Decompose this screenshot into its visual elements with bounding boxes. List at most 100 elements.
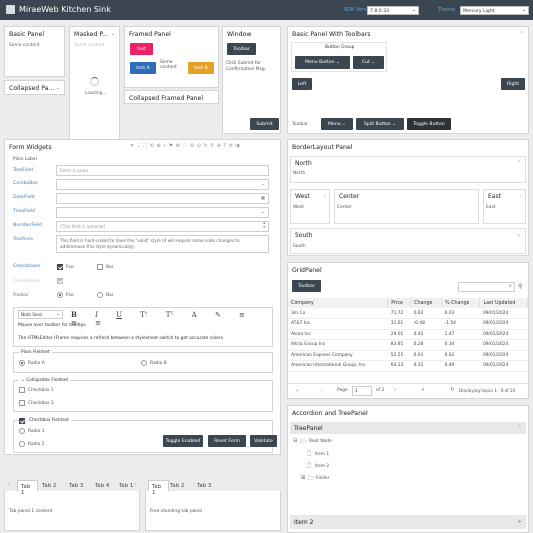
grid-toolbar-button[interactable]: Toolbar	[292, 280, 321, 292]
spinner-icon[interactable]: ▴ ▾	[263, 221, 265, 229]
pager-nav-next-icons[interactable]: › » ↻	[394, 387, 467, 393]
toggle-button[interactable]: Toggle Button	[407, 118, 451, 130]
tab-4[interactable]: Tab 4	[95, 483, 110, 489]
chevron-down-icon[interactable]: ⌄	[55, 85, 60, 91]
collapsed-framed-panel[interactable]: Collapsed Framed Panel	[124, 90, 219, 104]
font-size-down-icon[interactable]: Tᵀ	[165, 311, 174, 319]
chevron-up-icon[interactable]: ⌃	[517, 425, 522, 431]
bold-icon[interactable]: B	[71, 310, 77, 319]
chevron-right-icon[interactable]: ›	[134, 482, 136, 488]
collapsed-panel[interactable]: Collapsed Pa... ⌄	[4, 80, 65, 95]
font-color-icon[interactable]: A	[191, 311, 197, 319]
font-size-up-icon[interactable]: Tꜛ	[140, 311, 148, 319]
chevron-up-icon[interactable]: ⌃	[519, 31, 524, 37]
table-row[interactable]: American International Group, Inc. 64.13 0…	[288, 360, 528, 372]
grid-search-input[interactable]: ✕	[458, 282, 515, 292]
tree-root-label[interactable]: Root Node	[309, 439, 332, 444]
chevron-down-icon[interactable]: ⌄	[261, 181, 265, 186]
combobox-input[interactable]: ⌄	[56, 179, 269, 190]
left-button[interactable]: Left	[292, 78, 312, 90]
grid-column-header[interactable]: Company	[288, 298, 389, 308]
textfield-input[interactable]: Enter a value	[56, 165, 269, 176]
tab-1[interactable]: Tab 1	[17, 480, 38, 496]
checkbox-2[interactable]	[19, 400, 25, 406]
plus-icon[interactable]: +	[517, 519, 522, 525]
table-row[interactable]: AT&T Inc. 31.61 -0.48 -1.54 09/01/2024	[288, 318, 528, 330]
checkbox-1[interactable]	[19, 387, 25, 393]
tab-5[interactable]: Tab 1	[119, 483, 134, 489]
sdk-version-select[interactable]: 7.8.0.33 ⌄	[367, 6, 419, 15]
align-right-icon[interactable]: ≡	[95, 319, 101, 327]
textarea-input[interactable]: This field is hard-coded to have the "va…	[56, 235, 269, 253]
align-left-icon[interactable]: ≡	[239, 311, 245, 319]
window-toolbar-button[interactable]: Toolbar	[227, 43, 256, 55]
italic-icon[interactable]: I	[95, 311, 98, 319]
table-row[interactable]: Alcoa Inc 29.01 0.42 1.47 09/01/2024	[288, 329, 528, 340]
grid-column-header[interactable]: Price	[387, 298, 412, 308]
checkbox-foo[interactable]	[57, 264, 63, 270]
numberfield-input[interactable]: (This field is optional) ▴ ▾	[56, 221, 269, 232]
test-button[interactable]: test	[130, 43, 153, 55]
menu-button[interactable]: Menu Button ⌄	[295, 56, 350, 69]
test-b-button[interactable]: test B	[188, 62, 214, 74]
theme-select[interactable]: Mercury Light ⌄	[460, 6, 529, 15]
tree-item2-label[interactable]: Item 2	[315, 464, 330, 469]
collapse-icon[interactable]: ⊟	[293, 438, 298, 444]
table-row[interactable]: Altria Group Inc 83.81 0.28 0.34 09/01/2024	[288, 339, 528, 351]
reset-form-button[interactable]: Reset Form	[208, 435, 246, 447]
close-icon[interactable]: ✕	[508, 283, 512, 288]
item2-header[interactable]: Item 2 +	[290, 515, 526, 529]
datefield-input[interactable]: ▦	[56, 193, 269, 204]
expand-icon[interactable]: ⊞	[301, 475, 306, 481]
highlight-icon[interactable]: ✎	[214, 311, 221, 319]
tree-panel-header[interactable]: TreePanel ⌃	[290, 422, 526, 434]
radio-bar[interactable]	[97, 292, 103, 298]
editor-toolbar[interactable]: B I U Tꜛ Tᵀ A ✎ ≡ ≡ ≡	[71, 310, 272, 327]
checkbox-fieldset-toggle[interactable]	[19, 418, 25, 424]
pager-page-input[interactable]: 1	[352, 386, 372, 396]
pager-nav-prev-icons[interactable]: « ‹	[296, 388, 333, 394]
grid-column-header[interactable]: Change	[410, 298, 443, 308]
font-family-select[interactable]: Noto Sans ⌄	[18, 310, 63, 319]
html-editor[interactable]: Noto Sans ⌄ B I U Tꜛ Tᵀ A ✎ ≡ ≡ ≡ Mouse o…	[13, 307, 273, 347]
table-row[interactable]: American Express Company 52.55 0.01 0.02 09/…	[288, 350, 528, 361]
tab-1[interactable]: Tab 1	[148, 480, 169, 496]
checkbox-bar[interactable]	[97, 264, 103, 270]
radio-foo[interactable]	[57, 292, 63, 298]
radio-2[interactable]	[19, 441, 25, 447]
chevron-left-icon[interactable]: ‹	[324, 193, 326, 199]
radio-1[interactable]	[19, 428, 25, 434]
right-button[interactable]: Right	[501, 78, 525, 90]
cut-button[interactable]: Cut ⌄	[353, 56, 384, 69]
grid-column-header[interactable]: Last Updated	[479, 298, 528, 308]
timefield-input[interactable]: ⌄	[56, 207, 269, 218]
grid-column-header[interactable]: % Change	[441, 298, 481, 308]
chevron-down-icon[interactable]: ⌄	[110, 31, 115, 37]
validate-button[interactable]: Validate	[250, 435, 277, 447]
align-center-icon[interactable]: ≡	[71, 319, 77, 327]
menu-dropdown-button[interactable]: Menu ⌄	[321, 118, 353, 130]
underline-icon[interactable]: U	[116, 311, 123, 319]
panel-tool-icons[interactable]: ✕⌄⛶⟲⊕⌕⚑⚙♡⊖⊙↻⚲⊘?⟳◑	[130, 143, 243, 149]
tab-3[interactable]: Tab 3	[197, 483, 212, 489]
search-icon[interactable]: ⚲	[518, 283, 523, 290]
chevron-down-icon[interactable]: ⌄	[516, 232, 521, 238]
table-row[interactable]: 3m Co 71.72 0.02 0.03 09/01/2024	[288, 308, 528, 319]
calendar-icon[interactable]: ▦	[261, 195, 265, 200]
tab-2[interactable]: Tab 2	[170, 483, 185, 489]
split-button[interactable]: Split Button ⌄	[356, 118, 404, 130]
chevron-right-icon[interactable]: ›	[520, 193, 522, 199]
chevron-down-icon[interactable]: ⌄	[21, 378, 27, 383]
submit-button[interactable]: Submit	[250, 118, 279, 130]
radio-b[interactable]	[141, 360, 147, 366]
tab-3[interactable]: Tab 3	[69, 483, 84, 489]
tab-2[interactable]: Tab 2	[42, 483, 57, 489]
chevron-up-icon[interactable]: ⌃	[516, 160, 521, 166]
toggle-enabled-button[interactable]: Toggle Enabled	[163, 435, 203, 447]
radio-a[interactable]	[19, 360, 25, 366]
test-a-button[interactable]: test A	[130, 62, 156, 74]
chevron-left-icon[interactable]: ‹	[8, 482, 10, 488]
tree-item1-label[interactable]: Item 1	[315, 452, 330, 457]
chevron-down-icon[interactable]: ⌄	[261, 209, 265, 214]
collapsible-fieldset-title[interactable]: ⌄ Collapsible Fieldset	[19, 378, 71, 383]
